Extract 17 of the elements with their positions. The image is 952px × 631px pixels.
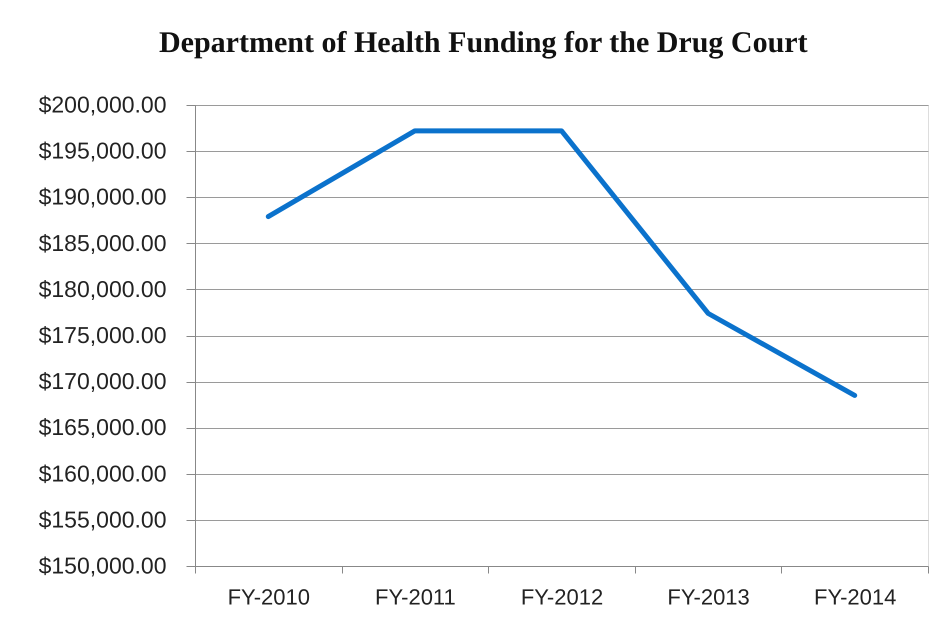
y-tick-label: $180,000.00 [38,276,166,302]
x-tick-label: FY-2010 [228,584,310,610]
chart-title: Department of Health Funding for the Drug Court [159,26,808,59]
y-tick-label: $190,000.00 [38,184,166,210]
y-tick-label: $160,000.00 [38,460,166,486]
x-tick-label: FY-2011 [375,584,456,610]
y-tick-label: $150,000.00 [38,552,166,578]
y-tick-label: $175,000.00 [38,322,166,348]
x-tick-label: FY-2014 [814,584,896,610]
x-tick-label: FY-2013 [667,584,750,610]
y-tick-label: $200,000.00 [38,92,166,118]
y-tick-label: $165,000.00 [38,414,166,440]
y-tick-label: $185,000.00 [38,230,166,256]
x-tick-label: FY-2012 [520,584,604,610]
y-tick-label: $170,000.00 [38,368,166,394]
y-tick-label: $195,000.00 [38,138,166,164]
y-tick-label: $155,000.00 [38,506,166,532]
